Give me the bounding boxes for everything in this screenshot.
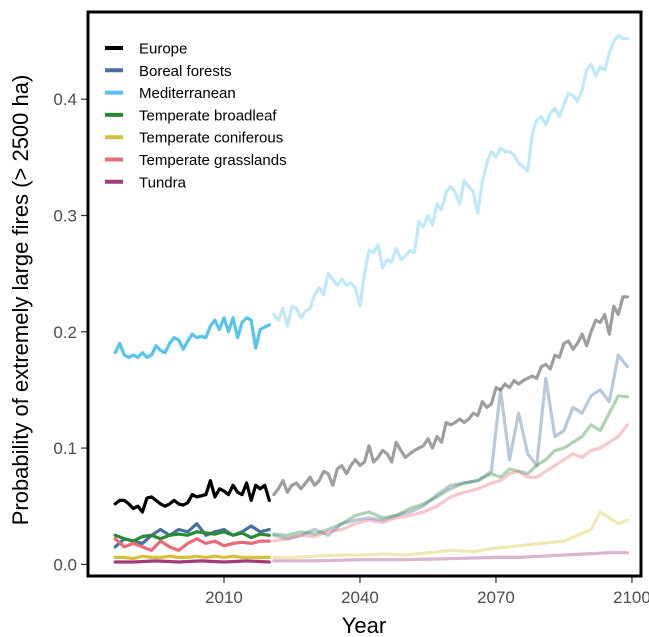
legend-label-mediterranean: Mediterranean	[139, 85, 236, 102]
series-line-projected-temperate-broadleaf	[272, 394, 629, 537]
series-line-observed-temperate-broadleaf	[113, 530, 271, 543]
x-axis-title: Year	[342, 613, 386, 637]
plot-area	[113, 33, 629, 564]
series-line-observed-mediterranean	[113, 316, 271, 359]
x-tick-label: 2070	[477, 588, 515, 607]
series-line-projected-temperate-coniferous	[272, 510, 629, 559]
series-line-projected-europe	[272, 295, 629, 497]
y-tick-label: 0.2	[53, 323, 77, 342]
series-line-observed-temperate-coniferous	[113, 554, 271, 561]
series-line-projected-boreal-forests	[272, 353, 629, 541]
series-line-projected-temperate-grasslands	[272, 423, 629, 543]
y-tick-label: 0.1	[53, 439, 77, 458]
x-tick-label: 2040	[341, 588, 379, 607]
y-axis: 0.0 0.1 0.2 0.3 0.4	[53, 90, 87, 574]
y-tick-label: 0.0	[53, 555, 77, 574]
series-line-observed-tundra	[113, 559, 271, 564]
y-axis-title: Probability of extremely large fires (> …	[8, 75, 33, 526]
y-tick-label: 0.4	[53, 90, 77, 109]
series-line-observed-europe	[113, 479, 271, 514]
series-line-observed-boreal-forests	[113, 522, 271, 549]
legend-label-europe: Europe	[139, 41, 187, 58]
legend: Europe Boreal forests Mediterranean Tempera…	[105, 41, 287, 191]
legend-label-tundra: Tundra	[139, 174, 187, 191]
x-tick-label: 2010	[205, 588, 243, 607]
series-line-projected-mediterranean	[272, 33, 629, 328]
x-axis: 2010 2040 2070 2100	[205, 577, 649, 607]
legend-label-temperate-coniferous: Temperate coniferous	[139, 130, 283, 147]
x-tick-label: 2100	[613, 588, 649, 607]
legend-label-temperate-broadleaf: Temperate broadleaf	[139, 107, 277, 124]
legend-label-boreal-forests: Boreal forests	[139, 63, 232, 80]
legend-label-temperate-grasslands: Temperate grasslands	[139, 152, 287, 169]
plot-frame	[86, 10, 643, 578]
y-tick-label: 0.3	[53, 207, 77, 226]
series-line-observed-temperate-grasslands	[113, 537, 271, 552]
series-line-projected-tundra	[272, 551, 629, 563]
